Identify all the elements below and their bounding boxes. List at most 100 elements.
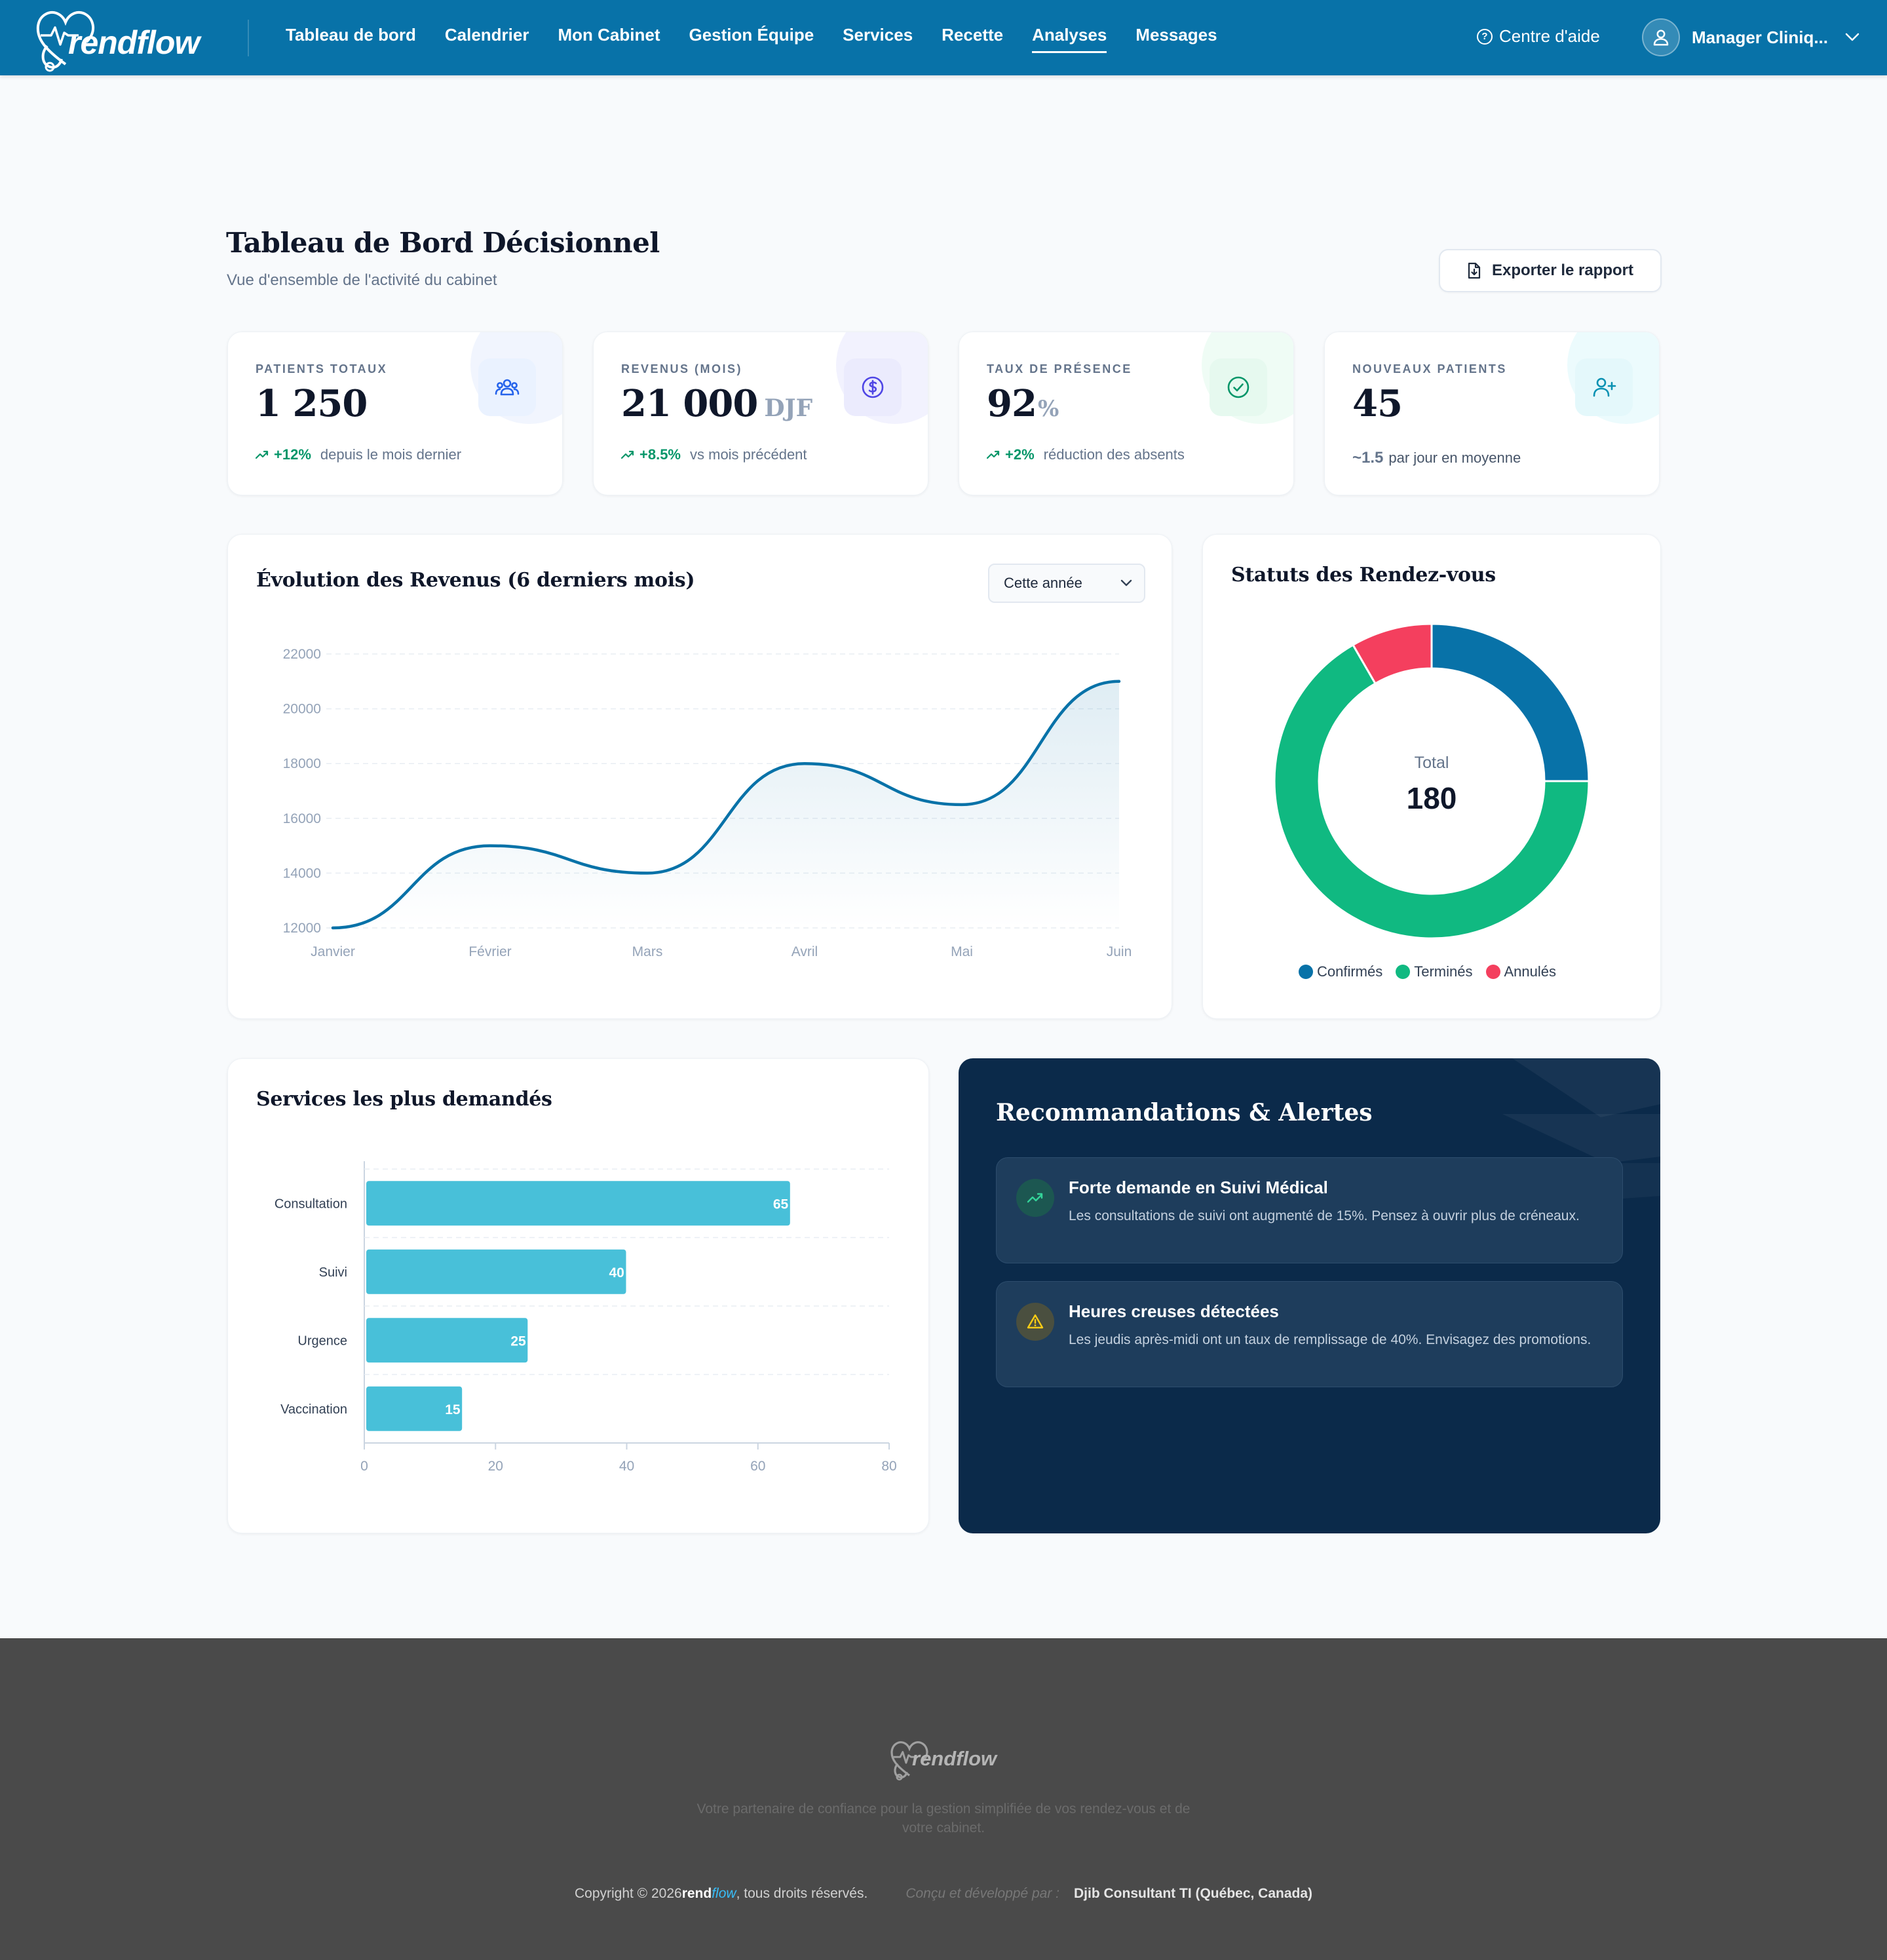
bar-vaccination [366,1386,463,1431]
x-tick-label: 80 [881,1459,896,1474]
help-circle-icon: ? [1477,28,1493,45]
trending-up-icon [256,450,269,459]
x-tick-label: Mai [951,944,973,959]
alert-title: Heures creuses détectées [1069,1301,1279,1321]
kpi-number: 45 [1352,382,1403,425]
legend-item-confirmes[interactable]: Confirmés [1299,963,1382,980]
donut-center-label: Total [1415,754,1449,772]
bar-value-label: 25 [510,1334,526,1349]
average-value: ~1.5 [1352,449,1384,467]
nav-tableau-de-bord[interactable]: Tableau de bord [286,25,416,45]
navbar: rendflow Tableau de bord Calendrier Mon … [0,0,1887,75]
help-label: Centre d'aide [1499,26,1600,46]
user-name: Manager Cliniq... [1692,27,1829,47]
kpi-number: 1 250 [256,382,368,425]
x-tick-label: 40 [619,1459,634,1474]
nav-gestion-equipe[interactable]: Gestion Équipe [689,25,814,45]
kpi-card-revenue: REVENUS (MOIS) 21 000 DJF +8.5% vs mois p… [593,332,928,495]
alert-icon-box [1016,1303,1054,1341]
nav-calendrier[interactable]: Calendrier [444,25,529,45]
footer: rendflow Votre partenaire de confiance p… [0,1638,1887,1960]
kpi-average: ~1.5 par jour en moyenne [1352,449,1521,467]
donut-slice-annules [1351,623,1433,685]
services-chart-card: Services les plus demandés 0 20 40 60 80 Cons… [227,1058,929,1533]
y-tick-label: 14000 [283,866,321,881]
nav-analyses[interactable]: Analyses [1032,25,1107,53]
help-center-link[interactable]: ? Centre d'aide [1477,26,1600,47]
developer-link[interactable]: Djib Consultant TI (Québec, Canada) [1074,1886,1313,1901]
kpi-value: 21 000 DJF [621,382,812,425]
page-title: Tableau de Bord Décisionnel [226,227,660,259]
alert-card-demand[interactable]: Forte demande en Suivi Médical Les consu… [996,1157,1623,1263]
nav-divider [248,20,249,56]
x-tick-label: Mars [632,944,663,959]
kpi-value: 45 [1352,382,1403,425]
nav-mon-cabinet[interactable]: Mon Cabinet [558,25,660,45]
kpi-icon-box [478,358,536,416]
nav-messages[interactable]: Messages [1135,25,1217,45]
kpi-value: 1 250 [256,382,368,425]
period-select-value: Cette année [1004,575,1082,591]
y-tick-label: 12000 [283,921,321,936]
trend-value: +12% [274,446,311,463]
bar-consultation [366,1181,790,1226]
copyright-brand-rend: rend [681,1886,712,1901]
heart-stethoscope-icon [36,11,95,72]
kpi-unit: % [1037,396,1059,422]
nav-recette[interactable]: Recette [942,25,1004,45]
copyright-suffix: , tous droits réservés. [736,1886,868,1901]
alert-icon-box [1016,1179,1054,1217]
check-circle-icon [1227,376,1249,398]
chevron-down-icon [1120,579,1132,586]
footer-logo[interactable]: rendflow [888,1737,1006,1782]
kpi-card-presence: TAUX DE PRÉSENCE 92% +2% réduction des a… [959,332,1294,495]
services-bar-chart: 0 20 40 60 80 Consultation 65 Suivi 40 Urgence 25 V… [275,1161,897,1474]
main-nav: Tableau de bord Calendrier Mon Cabinet G… [286,25,1246,53]
legend-item-annules[interactable]: Annulés [1485,963,1556,980]
category-label: Suivi [319,1265,347,1280]
kpi-number: 92 [987,382,1037,425]
recommendations-panel: Recommandations & Alertes Forte demande … [959,1058,1660,1533]
designed-by: Conçu et développé par : [905,1886,1059,1901]
trend-text: depuis le mois dernier [320,446,462,463]
legend-dot [1299,965,1313,979]
revenue-line [331,680,1121,930]
period-select[interactable]: Cette année [988,564,1145,603]
brand-logo[interactable]: rendflow [33,7,216,72]
x-tick-label: Juin [1107,944,1132,959]
x-tick-label: 20 [488,1459,503,1474]
kpi-unit: DJF [764,394,813,422]
file-download-icon [1468,262,1481,279]
kpi-card-new-patients: NOUVEAUX PATIENTS 45 ~1.5 par jour en moy… [1324,332,1660,495]
donut-slice-confirmes [1430,623,1590,782]
trend-value: +2% [1005,446,1035,463]
warning-triangle-icon [1027,1314,1044,1329]
revenue-area [333,681,1119,928]
legend-item-termines[interactable]: Terminés [1396,963,1473,980]
user-menu[interactable]: Manager Cliniq... [1642,18,1859,56]
category-label: Vaccination [280,1402,347,1417]
kpi-label: NOUVEAUX PATIENTS [1352,362,1507,375]
legend-dot [1485,965,1500,979]
export-report-button[interactable]: Exporter le rapport [1439,249,1662,292]
recommendations-title: Recommandations & Alertes [996,1099,1373,1126]
alert-card-offpeak[interactable]: Heures creuses détectées Les jeudis aprè… [996,1281,1623,1387]
trending-up-icon [1027,1193,1043,1203]
brand-name: rendflow [68,24,200,61]
users-icon [495,379,520,396]
bar-value-label: 65 [773,1197,789,1212]
copyright-prefix: Copyright © 2026 [574,1886,682,1901]
legend-label: Confirmés [1317,963,1383,980]
nav-services[interactable]: Services [843,25,913,45]
x-tick-label: Avril [791,944,818,959]
y-tick-label: 20000 [283,702,321,717]
alert-text: Les consultations de suivi ont augmenté … [1069,1208,1580,1223]
category-label: Consultation [275,1197,347,1211]
services-chart-title: Services les plus demandés [256,1088,552,1111]
trend-text: vs mois précédent [690,446,807,463]
x-tick-label: Janvier [311,944,355,959]
revenue-chart-card: Évolution des Revenus (6 derniers mois) … [227,534,1172,1019]
kpi-label: REVENUS (MOIS) [621,362,743,375]
revenue-line-chart: 12000 14000 16000 18000 20000 22000 Janvier Fév… [283,647,1132,959]
page-subtitle: Vue d'ensemble de l'activité du cabinet [227,271,497,289]
